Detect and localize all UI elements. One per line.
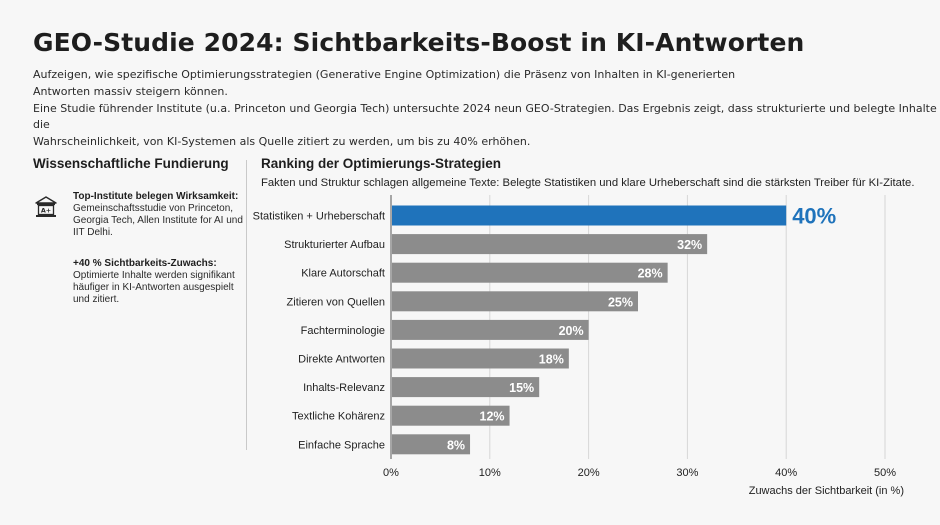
data-label: 12% xyxy=(480,410,505,424)
x-tick-label: 10% xyxy=(479,467,501,479)
category-label: Einfache Sprache xyxy=(298,439,385,451)
left-panel-heading: Wissenschaftliche Fundierung xyxy=(33,156,229,171)
data-label: 20% xyxy=(559,324,584,338)
fact-text: Gemeinschaftsstudie von Princeton, Georg… xyxy=(73,203,243,238)
x-tick-label: 40% xyxy=(775,467,797,479)
fact-title: +40 % Sichtbarkeits-Zuwachs: xyxy=(73,258,217,269)
bar xyxy=(392,234,708,255)
category-label: Textliche Kohärenz xyxy=(292,411,385,423)
bar xyxy=(392,291,638,312)
intro-line: die xyxy=(33,118,50,132)
data-label: 40% xyxy=(792,204,836,229)
category-label: Klare Autorschaft xyxy=(301,268,385,280)
bar xyxy=(392,405,510,426)
data-label: 25% xyxy=(608,295,633,309)
bar xyxy=(392,377,540,398)
chart-subtitle: Fakten und Struktur schlagen allgemeine … xyxy=(261,177,915,189)
category-label: Strukturierter Aufbau xyxy=(284,239,385,251)
data-label: 15% xyxy=(509,381,534,395)
x-tick-label: 20% xyxy=(578,467,600,479)
category-label: Fachterminologie xyxy=(301,325,385,337)
institute-building-icon: A+ xyxy=(35,196,57,217)
data-label: 32% xyxy=(677,238,702,252)
x-axis-title: Zuwachs der Sichtbarkeit (in %) xyxy=(749,485,904,497)
fact-visibility-boost: +40 % Sichtbarkeits-Zuwachs: Optimierte … xyxy=(73,258,248,306)
intro-line: Antworten massiv steigern können. xyxy=(33,84,228,98)
page-title: GEO-Studie 2024: Sichtbarkeits-Boost in … xyxy=(33,28,805,57)
chart-heading: Ranking der Optimierungs-Strategien xyxy=(261,156,502,171)
data-label: 8% xyxy=(447,438,465,452)
bar xyxy=(392,434,471,455)
data-label: 18% xyxy=(539,353,564,367)
bar xyxy=(392,319,589,340)
bar xyxy=(392,348,569,369)
category-label: Statistiken + Urheberschaft xyxy=(253,211,385,223)
svg-text:A+: A+ xyxy=(41,207,51,215)
data-label: 28% xyxy=(638,267,663,281)
bar xyxy=(392,262,668,283)
intro-line: Wahrscheinlichkeit, von KI-Systemen als … xyxy=(33,135,531,149)
category-label: Direkte Antworten xyxy=(298,354,385,366)
category-label: Inhalts-Relevanz xyxy=(303,382,385,394)
x-tick-label: 30% xyxy=(676,467,698,479)
intro-text: Aufzeigen, wie spezifische Optimierungss… xyxy=(33,67,937,151)
fact-text: Optimierte Inhalte werden signifikant hä… xyxy=(73,270,235,305)
fact-title: Top-Institute belegen Wirksamkeit: xyxy=(73,191,239,202)
category-label: Zitieren von Quellen xyxy=(287,296,385,308)
intro-line: Aufzeigen, wie spezifische Optimierungss… xyxy=(33,68,736,81)
fact-institutes: Top-Institute belegen Wirksamkeit: Gemei… xyxy=(73,191,248,239)
intro-line: Eine Studie führender Institute (u.a. Pr… xyxy=(33,101,937,115)
x-tick-label: 50% xyxy=(874,467,896,479)
bar xyxy=(392,205,787,226)
panel-divider xyxy=(246,160,247,450)
x-tick-label: 0% xyxy=(383,467,399,479)
